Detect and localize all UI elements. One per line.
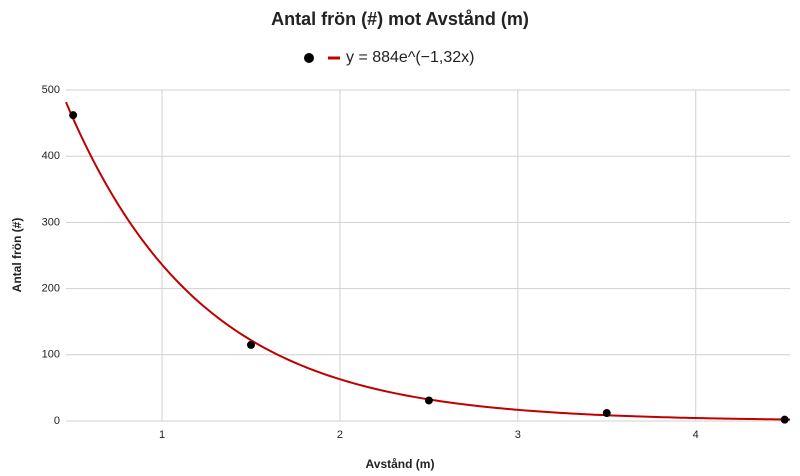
point [424,396,433,405]
trendline [65,101,791,421]
point [602,409,611,418]
x-tick-label: 1 [159,429,165,441]
x-tick-label: 4 [693,429,699,441]
point [247,340,256,349]
chart-title: Antal frön (#) mot Avstånd (m) [271,9,529,29]
y-axis-label: Antal frön (#) [10,218,24,293]
x-tick-label: 2 [337,429,343,441]
x-tick-label: 3 [515,429,521,441]
point [780,415,789,424]
point [69,111,78,120]
y-tick-label: 100 [42,349,60,361]
y-tick-label: 400 [42,150,60,162]
y-tick-label: 500 [42,84,60,96]
legend-marker [304,53,314,63]
legend-label: y = 884e^(−1,32x) [346,49,474,66]
y-tick-label: 200 [42,283,60,295]
x-axis-label: Avstånd (m) [366,457,435,471]
y-tick-label: 300 [42,216,60,228]
y-tick-label: 0 [54,415,60,427]
